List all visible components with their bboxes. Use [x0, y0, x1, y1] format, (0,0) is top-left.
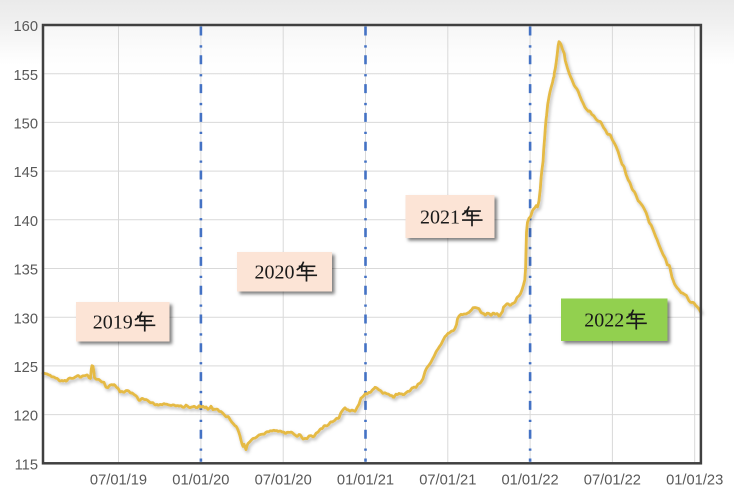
svg-text:01/01/23: 01/01/23 [666, 473, 723, 489]
svg-text:01/01/22: 01/01/22 [502, 473, 559, 489]
svg-text:140: 140 [13, 214, 38, 230]
svg-text:115: 115 [15, 457, 38, 473]
svg-text:145: 145 [13, 165, 38, 181]
svg-text:07/01/19: 07/01/19 [90, 473, 147, 489]
svg-text:2022: 2022 [584, 310, 624, 332]
svg-text:120: 120 [13, 409, 38, 425]
svg-text:125: 125 [13, 360, 38, 376]
svg-text:130: 130 [13, 311, 38, 327]
svg-text:01/01/21: 01/01/21 [337, 473, 394, 489]
svg-text:07/01/21: 07/01/21 [419, 473, 476, 489]
svg-text:2021: 2021 [420, 206, 460, 228]
svg-text:160: 160 [13, 19, 38, 35]
svg-text:135: 135 [13, 263, 38, 279]
svg-text:150: 150 [13, 117, 38, 133]
svg-text:2020: 2020 [255, 262, 295, 284]
svg-text:01/01/20: 01/01/20 [172, 473, 229, 489]
svg-text:07/01/20: 07/01/20 [255, 473, 312, 489]
svg-text:155: 155 [13, 68, 38, 84]
svg-text:2019: 2019 [93, 312, 133, 334]
svg-text:07/01/22: 07/01/22 [584, 473, 641, 489]
